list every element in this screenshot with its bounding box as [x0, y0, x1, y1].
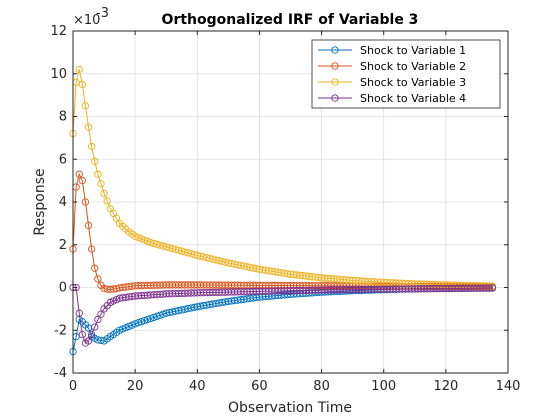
data-point [94, 315, 102, 324]
y-tick-label: 10 [50, 67, 67, 82]
data-point [134, 319, 142, 327]
data-point [143, 315, 152, 324]
y-tick-labels: -4 -2 0 2 4 6 8 10 12 [50, 24, 67, 381]
y-tick-label: 12 [50, 24, 67, 39]
ticks [72, 30, 509, 374]
data-point [91, 323, 99, 331]
data-point [103, 197, 111, 205]
data-point [84, 221, 93, 230]
data-point [143, 237, 152, 245]
axis-exponent: ×10 -3 [73, 6, 109, 28]
data-point [75, 309, 83, 317]
data-point [78, 176, 86, 185]
data-point [140, 236, 149, 244]
legend-item: Shock to Variable 2 [318, 60, 466, 73]
chart-title: Orthogonalized IRF of Variable 3 [162, 12, 419, 28]
x-tick-labels: 0 20 40 60 80 100 120 140 [69, 379, 521, 394]
y-tick-label: 8 [59, 110, 67, 125]
data-point [153, 312, 161, 321]
x-tick-label: 100 [371, 379, 396, 394]
data-point [156, 311, 164, 319]
x-tick-label: 120 [433, 379, 458, 394]
x-tick-label: 60 [251, 379, 268, 394]
data-point [131, 320, 139, 328]
data-point [81, 198, 90, 206]
data-point [87, 245, 96, 253]
x-tick-label: 140 [496, 379, 521, 394]
data-point [87, 142, 96, 151]
data-point [488, 284, 497, 292]
series-4 [69, 283, 497, 347]
data-point [150, 313, 158, 322]
data-point [81, 102, 90, 110]
data-point [75, 65, 83, 74]
data-point [97, 310, 105, 318]
data-point [87, 330, 96, 339]
legend-label: Shock to Variable 4 [360, 92, 466, 105]
legend-item: Shock to Variable 1 [318, 44, 466, 57]
data-point [84, 123, 93, 131]
series-line [72, 69, 493, 287]
data-point [91, 157, 99, 166]
data-point [131, 232, 139, 240]
axis-exponent-base: ×10 [73, 13, 100, 28]
series-line [73, 287, 493, 344]
legend-box [311, 39, 501, 109]
y-tick-label: 0 [59, 281, 67, 296]
data-point [137, 318, 146, 326]
data-point [147, 314, 155, 323]
x-tick-label: 80 [313, 379, 330, 394]
data-point [97, 180, 105, 188]
x-tick-label: 40 [189, 379, 206, 394]
y-axis-label: Response [32, 168, 48, 235]
series-line [72, 172, 493, 291]
data-point [75, 170, 83, 178]
data-point [100, 189, 108, 198]
data-point [94, 275, 102, 283]
data-point [119, 325, 127, 333]
data-point [140, 316, 149, 325]
legend-label: Shock to Variable 3 [360, 76, 466, 89]
legend-marker [331, 94, 339, 102]
y-tick-label: 4 [59, 195, 67, 210]
legend-marker [331, 46, 339, 54]
y-tick-label: -2 [54, 323, 67, 338]
axis-exponent-power: -3 [96, 6, 109, 21]
x-axis-label: Observation Time [228, 400, 352, 416]
series-2 [69, 170, 497, 294]
legend-item: Shock to Variable 4 [318, 92, 466, 105]
data-point [94, 170, 102, 178]
legend-item: Shock to Variable 3 [318, 76, 466, 89]
legend: Shock to Variable 1 Shock to Variable 2 Sh… [311, 39, 501, 109]
data-point [84, 337, 93, 345]
y-tick-label: 6 [59, 152, 67, 167]
y-tick-label: 2 [59, 238, 67, 253]
data-point [485, 284, 494, 292]
y-tick-label: -4 [54, 366, 67, 381]
x-tick-label: 20 [127, 379, 144, 394]
legend-label: Shock to Variable 1 [360, 44, 466, 57]
legend-marker [331, 62, 339, 70]
legend-label: Shock to Variable 2 [360, 60, 466, 73]
series-layer [69, 65, 497, 356]
series-3 [69, 65, 497, 290]
x-tick-label: 0 [69, 379, 77, 394]
legend-marker [331, 78, 339, 86]
data-point [125, 322, 133, 331]
data-point [91, 264, 99, 272]
data-point [78, 330, 86, 339]
data-point [78, 80, 86, 89]
